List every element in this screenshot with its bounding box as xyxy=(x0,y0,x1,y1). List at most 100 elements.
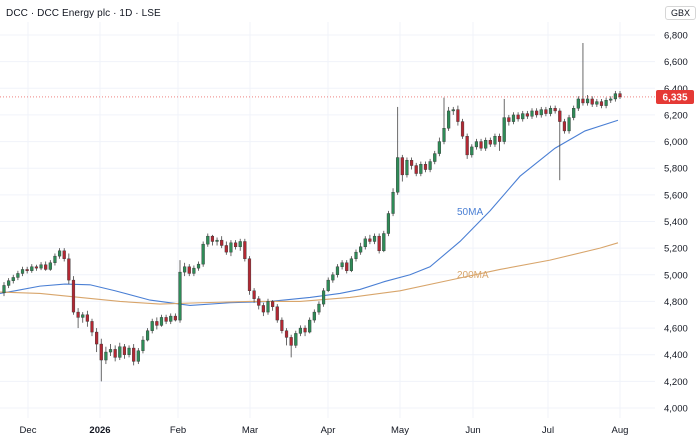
candle[interactable] xyxy=(470,144,474,158)
candle[interactable] xyxy=(312,309,316,323)
candle[interactable] xyxy=(85,310,89,327)
candle[interactable] xyxy=(516,112,520,122)
candle[interactable] xyxy=(535,108,539,118)
candle[interactable] xyxy=(396,106,400,195)
candle[interactable] xyxy=(567,114,571,134)
candle[interactable] xyxy=(210,234,215,246)
candle[interactable] xyxy=(178,260,182,323)
candle[interactable] xyxy=(44,261,48,271)
candle[interactable] xyxy=(136,348,140,365)
candle[interactable] xyxy=(345,260,349,274)
candle[interactable] xyxy=(488,137,492,147)
candle[interactable] xyxy=(409,157,414,170)
candle[interactable] xyxy=(377,233,381,254)
candle[interactable] xyxy=(382,230,386,253)
candle[interactable] xyxy=(127,345,131,358)
candle[interactable] xyxy=(261,302,265,317)
candle[interactable] xyxy=(456,105,460,126)
candle[interactable] xyxy=(275,304,279,323)
candle[interactable] xyxy=(331,272,335,283)
candle[interactable] xyxy=(238,238,242,251)
candle[interactable] xyxy=(359,242,363,255)
candle[interactable] xyxy=(150,318,154,334)
candle[interactable] xyxy=(294,330,298,349)
candle[interactable] xyxy=(159,314,164,327)
candle[interactable] xyxy=(271,300,275,311)
candle[interactable] xyxy=(553,105,557,114)
candle[interactable] xyxy=(326,277,330,293)
candle[interactable] xyxy=(414,162,418,177)
candle[interactable] xyxy=(604,97,608,109)
candle[interactable] xyxy=(618,90,622,99)
candle[interactable] xyxy=(252,288,256,303)
candle[interactable] xyxy=(48,260,52,271)
candle[interactable] xyxy=(196,261,201,271)
candle[interactable] xyxy=(215,237,219,246)
candle[interactable] xyxy=(442,97,446,145)
candle[interactable] xyxy=(433,150,437,165)
candle[interactable] xyxy=(118,342,122,361)
candle[interactable] xyxy=(57,248,62,259)
candle[interactable] xyxy=(613,90,617,102)
candle[interactable] xyxy=(349,256,353,273)
candle[interactable] xyxy=(132,344,136,366)
candle[interactable] xyxy=(220,236,224,249)
candle[interactable] xyxy=(289,334,293,358)
candle[interactable] xyxy=(317,301,321,315)
candle[interactable] xyxy=(247,256,252,295)
candle[interactable] xyxy=(141,336,145,354)
candle[interactable] xyxy=(284,328,289,346)
candle[interactable] xyxy=(335,264,340,278)
candle[interactable] xyxy=(581,42,585,106)
candle[interactable] xyxy=(368,234,372,245)
candle[interactable] xyxy=(609,96,613,103)
candle[interactable] xyxy=(104,346,108,365)
candle[interactable] xyxy=(525,110,529,119)
candle[interactable] xyxy=(76,308,80,329)
candle[interactable] xyxy=(243,238,247,262)
candle[interactable] xyxy=(576,96,580,111)
candle[interactable] xyxy=(548,105,553,117)
candle[interactable] xyxy=(340,260,344,270)
candle[interactable] xyxy=(502,98,506,145)
candle[interactable] xyxy=(428,158,432,173)
candle[interactable] xyxy=(62,248,66,262)
candle[interactable] xyxy=(423,161,428,173)
candle[interactable] xyxy=(400,154,404,182)
candle[interactable] xyxy=(53,253,57,266)
candle[interactable] xyxy=(108,344,113,357)
candle[interactable] xyxy=(280,317,284,334)
candle[interactable] xyxy=(30,264,34,273)
candle[interactable] xyxy=(81,312,85,323)
candle[interactable] xyxy=(122,344,127,359)
candle[interactable] xyxy=(155,317,159,330)
candle[interactable] xyxy=(39,262,43,271)
candle[interactable] xyxy=(511,112,516,125)
candle[interactable] xyxy=(206,233,210,247)
candle[interactable] xyxy=(201,241,205,267)
candle[interactable] xyxy=(539,106,543,118)
candle[interactable] xyxy=(145,328,150,342)
candle[interactable] xyxy=(558,108,562,181)
candle[interactable] xyxy=(447,106,451,131)
candle[interactable] xyxy=(7,278,11,289)
candle[interactable] xyxy=(183,262,187,277)
candle[interactable] xyxy=(590,96,594,107)
candle[interactable] xyxy=(595,98,599,107)
candle[interactable] xyxy=(2,282,6,297)
candle[interactable] xyxy=(474,138,479,150)
candle[interactable] xyxy=(572,105,576,121)
candle[interactable] xyxy=(386,210,391,237)
candle[interactable] xyxy=(169,313,173,325)
candle[interactable] xyxy=(257,296,261,310)
candle[interactable] xyxy=(187,264,191,277)
candle[interactable] xyxy=(451,106,455,115)
candle[interactable] xyxy=(405,157,409,178)
candle[interactable] xyxy=(25,266,29,274)
candle[interactable] xyxy=(99,338,103,382)
candle[interactable] xyxy=(544,106,548,117)
candle[interactable] xyxy=(164,314,168,325)
candle[interactable] xyxy=(16,270,20,281)
candle[interactable] xyxy=(173,313,177,322)
